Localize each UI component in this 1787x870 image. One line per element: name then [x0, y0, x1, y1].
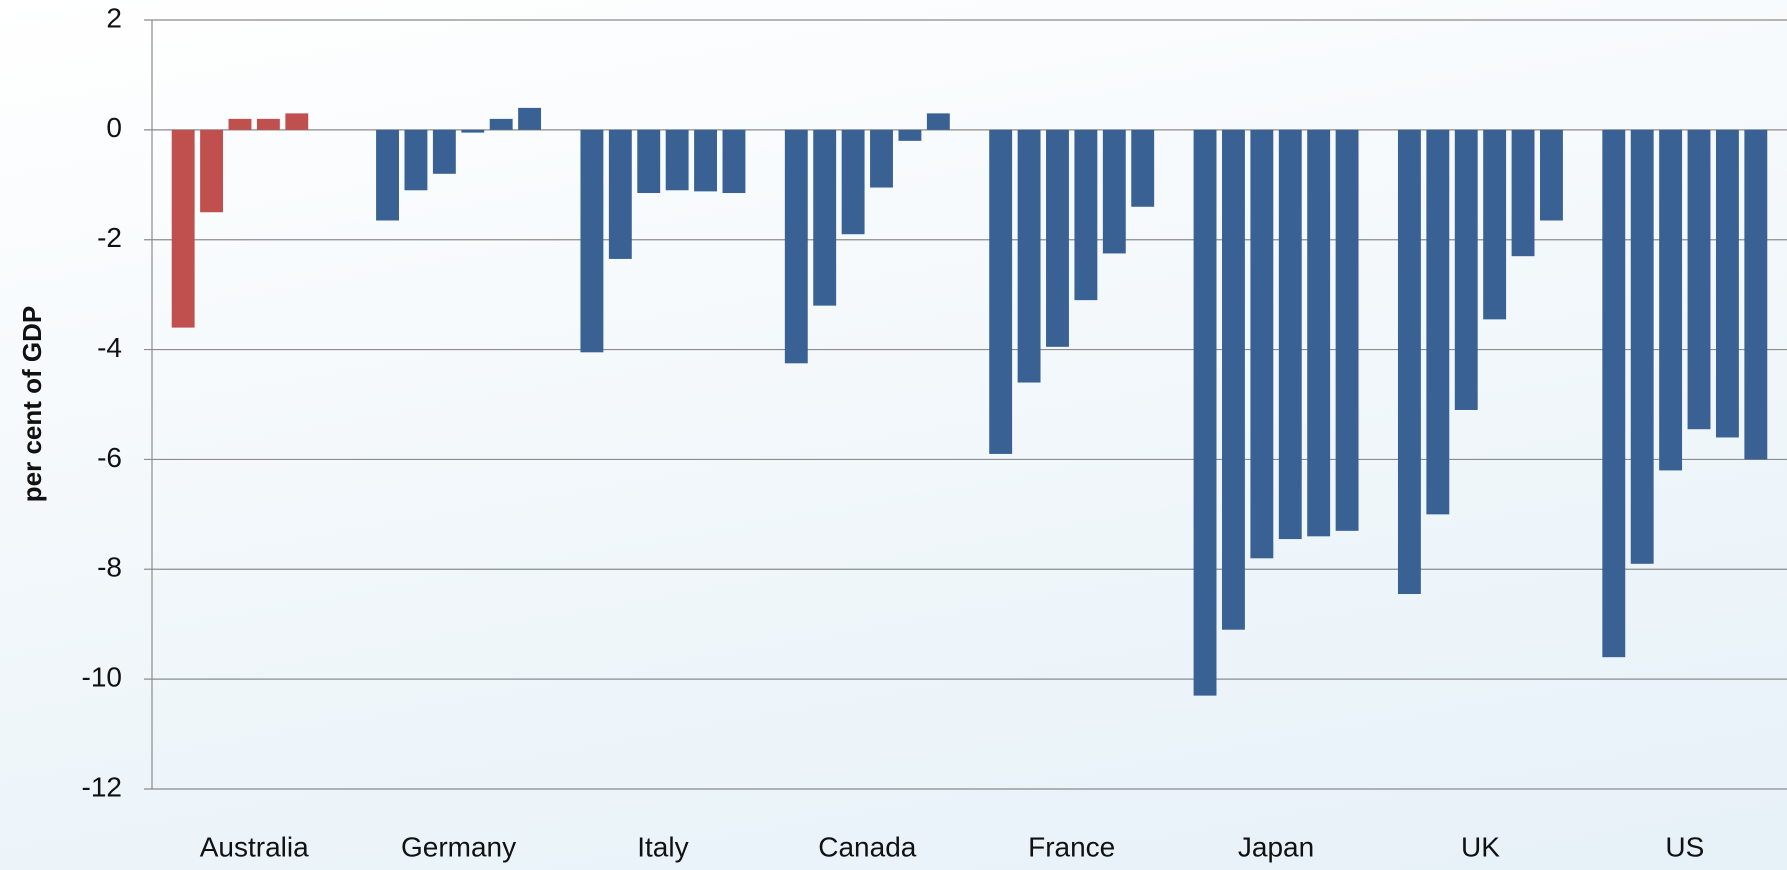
bar: [256, 118, 280, 130]
y-axis-label: per cent of GDP: [17, 306, 47, 502]
bar: [841, 129, 865, 235]
bar: [376, 129, 399, 221]
bar: [784, 129, 808, 364]
bar: [171, 129, 195, 328]
bar: [1744, 129, 1768, 460]
y-tick-label: -2: [97, 222, 122, 253]
bar: [1102, 129, 1126, 254]
bar: [1250, 129, 1274, 559]
bar: [1540, 129, 1563, 221]
x-tick-label: France: [1028, 831, 1115, 862]
bar: [1017, 129, 1041, 383]
bar: [1074, 129, 1098, 301]
bar: [870, 129, 893, 188]
bar: [580, 129, 604, 353]
bar: [1046, 129, 1069, 347]
bar: [461, 129, 485, 133]
bar: [665, 129, 689, 191]
bar: [404, 129, 428, 191]
bar: [608, 129, 632, 259]
y-tick-label: -8: [97, 552, 122, 583]
bar: [989, 129, 1013, 454]
bar: [1454, 129, 1478, 410]
x-tick-label: Germany: [401, 831, 516, 862]
bar: [1483, 129, 1507, 320]
y-tick-label: -6: [97, 442, 122, 473]
bar: [1222, 129, 1245, 630]
bar: [898, 129, 922, 141]
bar: [228, 118, 252, 130]
bar: [1397, 129, 1421, 595]
x-tick-label: Japan: [1238, 831, 1314, 862]
bar: [637, 129, 661, 194]
bar: [432, 129, 456, 174]
bar: [1131, 129, 1155, 207]
bar: [489, 118, 513, 130]
bar: [200, 129, 224, 213]
bar: [1511, 129, 1535, 257]
bar: [813, 129, 837, 306]
bar: [285, 113, 309, 130]
y-tick-label: -10: [82, 662, 122, 693]
bar: [1307, 129, 1331, 537]
bar: [1659, 129, 1683, 471]
bar: [1630, 129, 1654, 564]
bar: [722, 129, 746, 194]
y-tick-label: -4: [97, 332, 122, 363]
bar: [518, 107, 542, 130]
bar: [1193, 129, 1217, 696]
y-tick-label: 0: [106, 112, 122, 143]
x-tick-label: Canada: [818, 831, 917, 862]
bar: [1426, 129, 1450, 515]
bar: [1687, 129, 1711, 430]
x-tick-label: US: [1665, 831, 1704, 862]
bar: [1335, 129, 1359, 531]
x-tick-label: Australia: [200, 831, 309, 862]
x-tick-label: Italy: [637, 831, 688, 862]
y-tick-label: 2: [106, 2, 122, 33]
bar: [1278, 129, 1302, 540]
x-tick-label: UK: [1461, 831, 1500, 862]
bar: [1602, 129, 1626, 658]
bar: [926, 113, 950, 130]
y-tick-label: -12: [82, 771, 122, 802]
bar: [1715, 129, 1739, 438]
bar: [694, 129, 717, 192]
